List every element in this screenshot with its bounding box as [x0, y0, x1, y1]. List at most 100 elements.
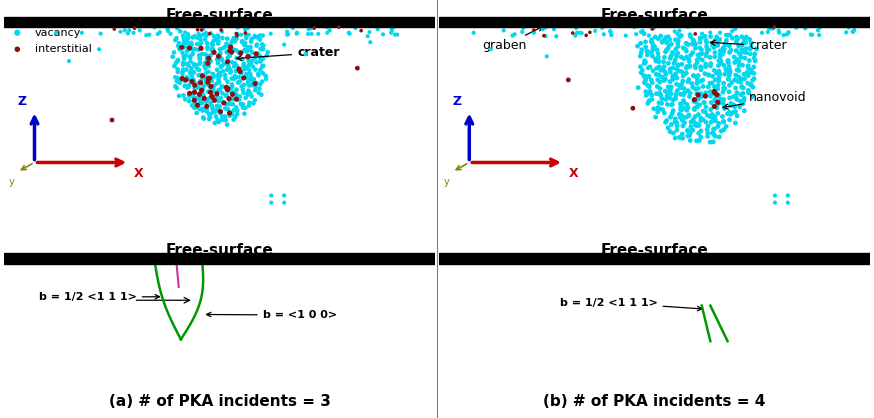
Text: y: y — [443, 177, 449, 187]
Point — [655, 74, 669, 80]
Point — [186, 46, 200, 53]
Point — [699, 119, 713, 125]
Point — [177, 83, 191, 89]
Point — [650, 76, 664, 83]
Point — [467, 29, 481, 36]
Point — [259, 72, 273, 79]
Text: crater: crater — [237, 46, 340, 61]
Point — [659, 47, 673, 54]
Point — [664, 53, 678, 59]
Point — [572, 29, 586, 36]
Point — [675, 112, 689, 119]
Point — [713, 71, 727, 77]
Point — [188, 82, 202, 89]
Point — [163, 31, 177, 37]
Point — [746, 70, 760, 76]
Point — [656, 106, 669, 113]
Point — [637, 60, 651, 66]
Point — [663, 128, 677, 135]
Point — [691, 72, 705, 79]
Point — [650, 83, 664, 90]
Point — [699, 50, 713, 56]
Point — [733, 79, 747, 86]
Point — [192, 101, 206, 107]
Point — [517, 25, 531, 31]
Point — [228, 60, 242, 67]
Point — [371, 26, 385, 33]
Point — [228, 88, 242, 95]
Point — [256, 70, 270, 76]
Point — [343, 31, 357, 37]
Point — [626, 105, 640, 112]
Point — [694, 90, 708, 97]
Point — [669, 94, 683, 101]
Point — [639, 44, 653, 51]
Point — [184, 65, 198, 72]
Point — [171, 56, 185, 63]
Point — [185, 78, 199, 85]
Point — [728, 25, 742, 32]
Point — [198, 74, 212, 80]
Point — [708, 87, 722, 94]
Point — [707, 125, 721, 132]
Point — [670, 122, 684, 129]
Bar — [439, 253, 870, 264]
Point — [241, 57, 255, 64]
Point — [49, 29, 63, 36]
Point — [205, 47, 218, 54]
Point — [719, 37, 733, 44]
Point — [254, 92, 268, 98]
Point — [244, 43, 258, 50]
Point — [215, 113, 229, 120]
Point — [253, 36, 267, 43]
Point — [212, 53, 225, 60]
Point — [692, 137, 706, 144]
Point — [225, 84, 239, 90]
Point — [246, 79, 260, 85]
Point — [10, 46, 24, 53]
Text: crater: crater — [711, 39, 787, 52]
Point — [707, 83, 721, 90]
Point — [721, 76, 735, 82]
Point — [236, 104, 250, 111]
Point — [484, 46, 498, 53]
Point — [658, 88, 672, 94]
Point — [202, 69, 216, 75]
Point — [730, 47, 744, 54]
Point — [192, 34, 206, 41]
Point — [225, 96, 239, 102]
Point — [669, 57, 683, 64]
Point — [199, 103, 213, 110]
Point — [219, 40, 233, 47]
Point — [213, 46, 227, 53]
Point — [657, 63, 671, 70]
Point — [220, 35, 234, 42]
Point — [717, 118, 731, 125]
Point — [669, 81, 683, 87]
Point — [161, 26, 175, 33]
Point — [242, 31, 256, 38]
Point — [237, 42, 251, 48]
Point — [229, 92, 243, 99]
Point — [665, 110, 679, 117]
Point — [683, 129, 697, 136]
Point — [735, 84, 749, 91]
Text: Free-surface: Free-surface — [600, 243, 708, 258]
Point — [705, 115, 719, 121]
Point — [239, 71, 253, 77]
Point — [198, 36, 212, 43]
Point — [228, 38, 242, 45]
Text: interstitial: interstitial — [34, 44, 92, 54]
Point — [725, 35, 739, 41]
Point — [205, 76, 218, 83]
Point — [721, 57, 735, 64]
Point — [242, 102, 256, 109]
Point — [674, 91, 688, 98]
Point — [677, 89, 691, 96]
Point — [206, 74, 220, 80]
Point — [213, 56, 227, 62]
Point — [224, 69, 238, 76]
Point — [762, 25, 776, 32]
Point — [220, 42, 234, 48]
Point — [191, 84, 205, 91]
